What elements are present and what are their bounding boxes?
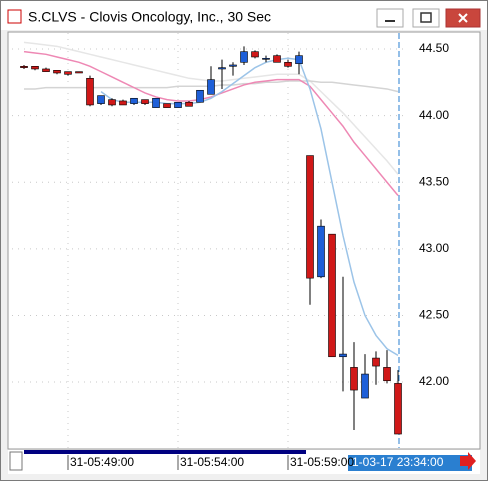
y-tick-label: 44.50 — [419, 41, 449, 55]
x-tick-label: 31-05:49:00 — [70, 455, 134, 469]
candle-body — [251, 51, 259, 58]
candle-body — [53, 70, 61, 74]
candle-body — [240, 51, 248, 63]
candle-body — [273, 55, 281, 63]
y-tick-label: 42.00 — [419, 374, 449, 388]
candle-body — [31, 66, 39, 70]
candle-body — [207, 79, 215, 95]
scroll-box[interactable] — [9, 451, 23, 471]
title-bar — [1, 1, 487, 30]
window-title: S.CLVS - Clovis Oncology, Inc., 30 Sec — [28, 9, 271, 25]
candle-body — [130, 97, 138, 104]
candle-body — [20, 66, 28, 68]
scroll-arrow[interactable] — [460, 452, 476, 470]
maximize-button[interactable] — [412, 8, 440, 28]
candle-body — [328, 233, 336, 358]
y-tick-label: 43.00 — [419, 241, 449, 255]
moving-average-line — [100, 57, 399, 357]
candle-body — [75, 71, 83, 74]
candle-body — [350, 367, 358, 391]
candle-body — [141, 99, 149, 104]
candle-body — [86, 77, 94, 106]
candle-body — [152, 97, 160, 108]
candle-body — [229, 64, 237, 67]
candle-body — [174, 101, 182, 108]
candle-body — [108, 99, 116, 106]
candle-body — [372, 357, 380, 367]
candle-body — [383, 367, 391, 382]
candle-body — [284, 62, 292, 67]
close-icon — [458, 13, 468, 23]
candle-body — [218, 67, 226, 70]
candle-body — [97, 95, 105, 104]
cursor-label-box — [348, 455, 472, 471]
candle-body — [306, 155, 314, 279]
y-tick-label: 44.00 — [419, 108, 449, 122]
candle-body — [361, 373, 369, 399]
candle-body — [42, 68, 50, 72]
minimize-button[interactable] — [376, 8, 404, 28]
plot-area — [7, 31, 481, 450]
candle-body — [339, 353, 347, 358]
candle-body — [196, 89, 204, 103]
y-tick-label: 42.50 — [419, 308, 449, 322]
plot: 42.00 42.50 43.00 43.50 44.00 44.50 31-05:49:0… — [12, 33, 449, 470]
candle-body — [317, 225, 325, 278]
candle-body — [394, 383, 402, 435]
maximize-icon — [420, 12, 432, 23]
candle-body — [64, 71, 72, 75]
scrollbar[interactable] — [24, 450, 306, 454]
cursor-label: 1-03-17 23:34:00 — [352, 455, 444, 469]
candle-body — [295, 55, 303, 64]
x-tick-label: 31-05:59:00 — [290, 455, 354, 469]
candle-body — [163, 103, 171, 108]
moving-average-line — [23, 50, 399, 197]
app-icon — [7, 9, 22, 24]
y-tick-label: 43.50 — [419, 174, 449, 188]
candle-body — [119, 100, 127, 106]
candle-body — [262, 58, 270, 60]
x-tick-label: 31-05:54:00 — [180, 455, 244, 469]
candle-body — [185, 101, 193, 107]
